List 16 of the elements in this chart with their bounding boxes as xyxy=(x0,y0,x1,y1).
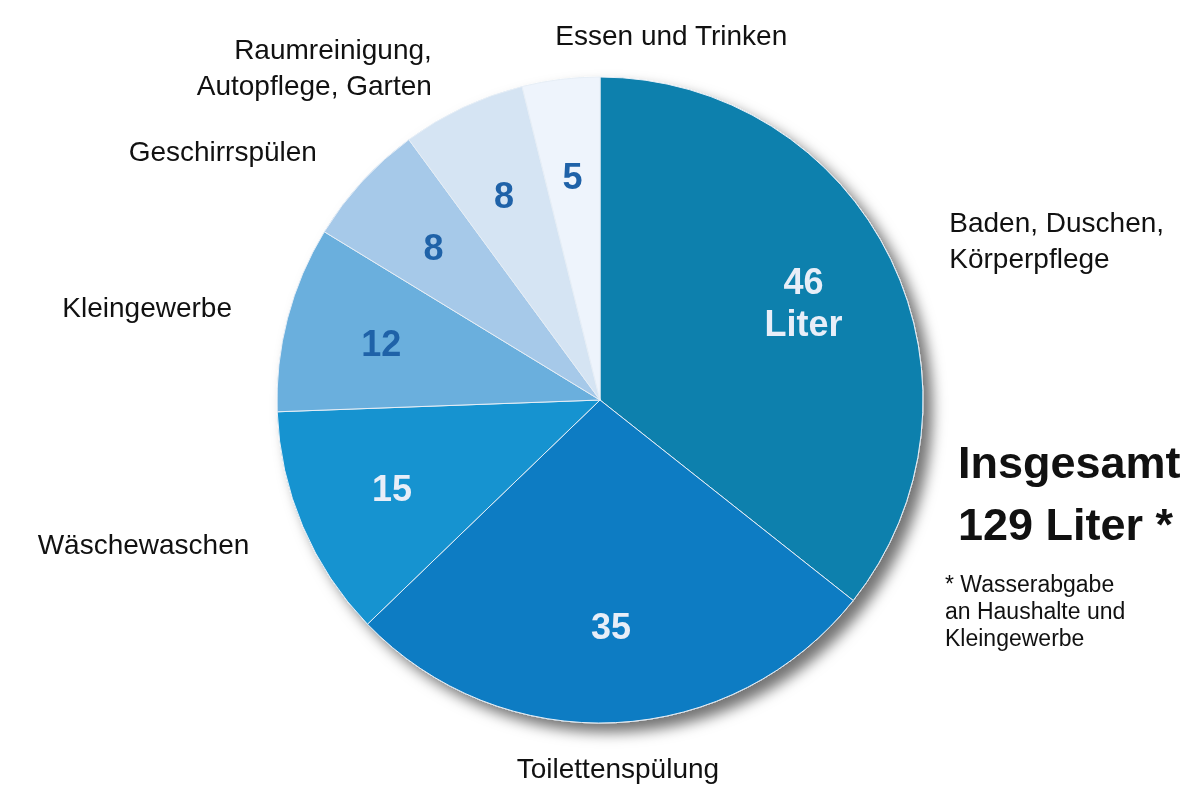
data-label: 35 xyxy=(590,605,632,647)
slice-label: Baden, Duschen, Körperpflege xyxy=(949,206,1165,274)
data-label: 46 Liter xyxy=(764,260,843,344)
data-label: 15 xyxy=(371,467,412,509)
data-label: 5 xyxy=(562,155,583,197)
data-label: 8 xyxy=(494,174,515,216)
slice-label: Geschirrspülen xyxy=(128,135,317,167)
slice-label: Kleingewerbe xyxy=(62,291,232,323)
slice-label: Toilettenspülung xyxy=(516,752,720,784)
slice-label: Raumreinigung, Autopflege, Garten xyxy=(196,33,432,101)
slice-label: Wäschewaschen xyxy=(37,528,250,560)
slice-label: Essen und Trinken xyxy=(555,19,788,51)
data-label: 8 xyxy=(423,226,444,268)
text: Insgesamt 129 Liter * xyxy=(958,437,1181,550)
data-label: 12 xyxy=(361,322,402,364)
text: * Wasserabgabe an Haushalte und Kleingewerbe xyxy=(945,571,1126,651)
